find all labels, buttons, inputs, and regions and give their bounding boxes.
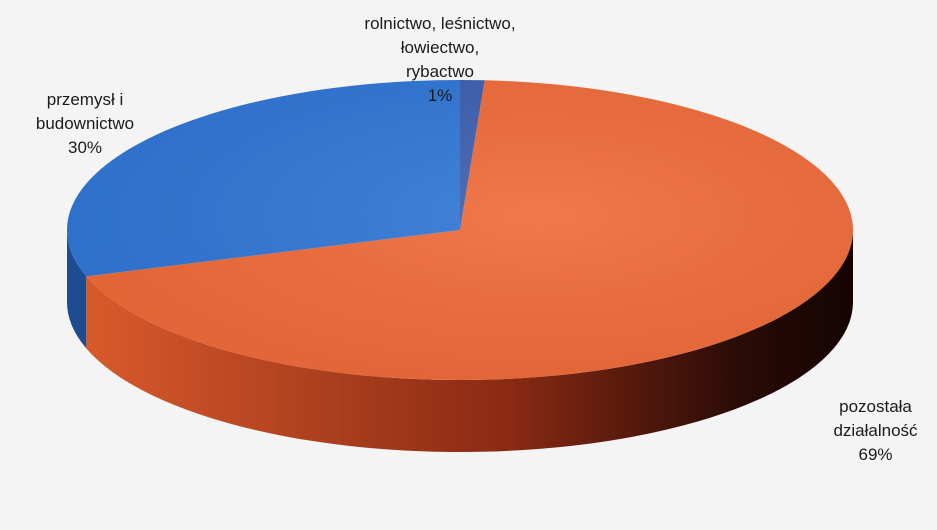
- slice-label-line: budownictwo: [35, 114, 135, 133]
- slice-label-rolnictwo: rolnictwo, leśnictwo, łowiectwo, rybactw…: [330, 12, 550, 108]
- slice-label-line: przemysł i: [46, 90, 124, 109]
- slice-label-line: łowiectwo,: [400, 38, 480, 57]
- slice-label-line: pozostała: [839, 397, 912, 416]
- pie-side-1: [86, 230, 853, 452]
- slice-label-line: rybactwo: [405, 62, 475, 81]
- pie-top-sheen: [67, 80, 853, 380]
- slice-label-value: 1%: [427, 86, 453, 105]
- pie-slices: [66, 80, 854, 380]
- slice-label-value: 30%: [67, 138, 103, 157]
- slice-label-line: rolnictwo, leśnictwo,: [364, 14, 516, 33]
- slice-label-pozostala: pozostała działalność 69%: [818, 395, 933, 467]
- pie-side-2: [67, 230, 87, 349]
- slice-label-przemysl: przemysł i budownictwo 30%: [15, 88, 155, 160]
- pie-side-walls: [67, 230, 853, 452]
- slice-label-value: 69%: [858, 445, 893, 464]
- slice-label-line: działalność: [833, 421, 918, 440]
